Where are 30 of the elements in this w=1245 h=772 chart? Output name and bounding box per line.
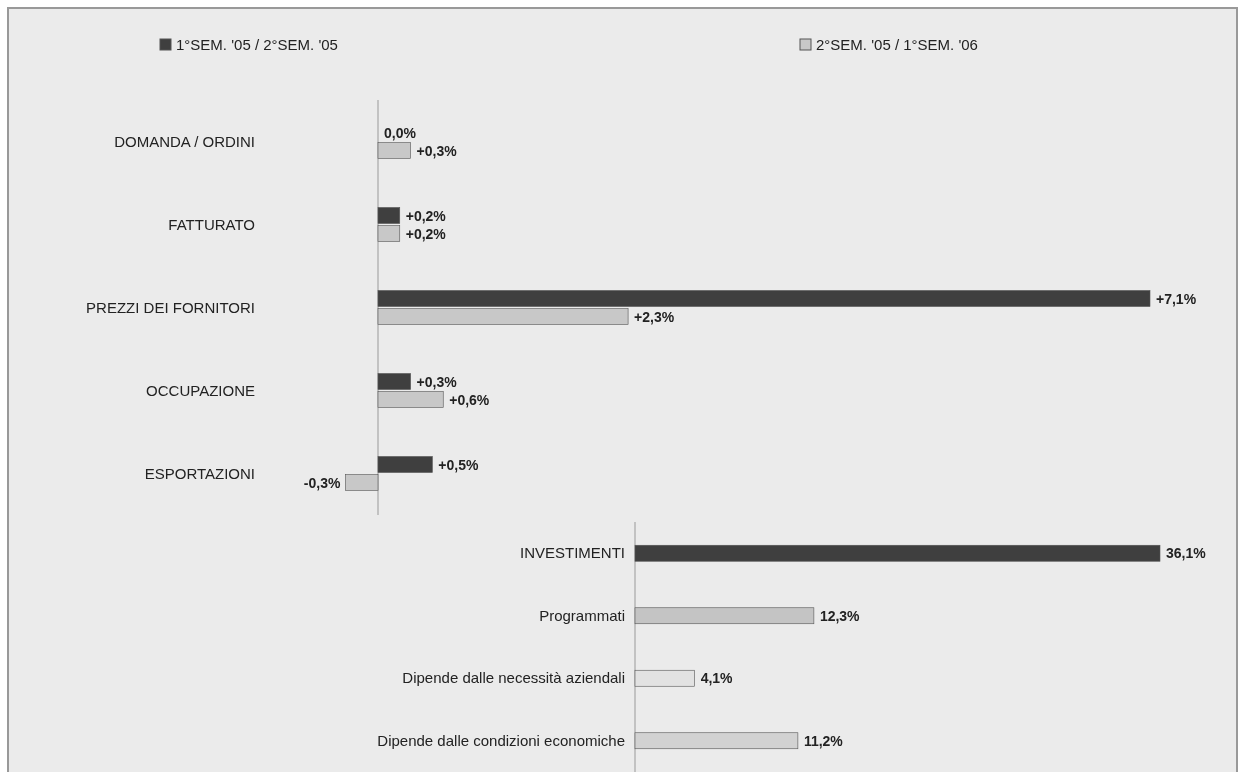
bar	[634, 544, 1161, 562]
data-label: +0,3%	[416, 373, 458, 390]
bar	[634, 607, 815, 625]
data-label: +0,5%	[438, 456, 479, 473]
data-label: +0,6%	[449, 391, 490, 408]
data-label: 4,1%	[700, 670, 734, 687]
bar	[377, 142, 411, 159]
data-label: 11,2%	[803, 732, 844, 749]
y-tick-label: DOMANDA / ORDINI	[114, 132, 255, 150]
bar	[634, 669, 695, 687]
legend-label: 2°SEM. '05 / 1°SEM. '06	[816, 36, 978, 53]
y-tick-label: FATTURATO	[168, 215, 255, 233]
y-tick-label: OCCUPAZIONE	[146, 381, 255, 399]
data-label: 12,3%	[819, 607, 861, 624]
data-label: 36,1%	[1166, 545, 1207, 562]
data-label: +7,1%	[1156, 290, 1197, 307]
y-tick-label: Dipende dalle condizioni economiche	[377, 731, 625, 749]
y-tick-label: INVESTIMENTI	[519, 544, 625, 562]
data-label: -0,3%	[303, 474, 341, 491]
legend-label: 1°SEM. '05 / 2°SEM. '05	[176, 36, 338, 53]
data-label: +0,2%	[405, 225, 447, 242]
data-label: +2,3%	[634, 308, 675, 325]
bar	[634, 732, 799, 750]
y-tick-label: Programmati	[539, 606, 625, 624]
data-label: +0,3%	[416, 142, 458, 159]
y-tick-label: PREZZI DEI FORNITORI	[86, 298, 255, 316]
y-tick-label: Dipende dalle necessità aziendali	[402, 669, 625, 687]
data-label: 0,0%	[384, 124, 417, 141]
y-tick-label: ESPORTAZIONI	[144, 464, 255, 482]
data-label: +0,2%	[405, 207, 447, 224]
